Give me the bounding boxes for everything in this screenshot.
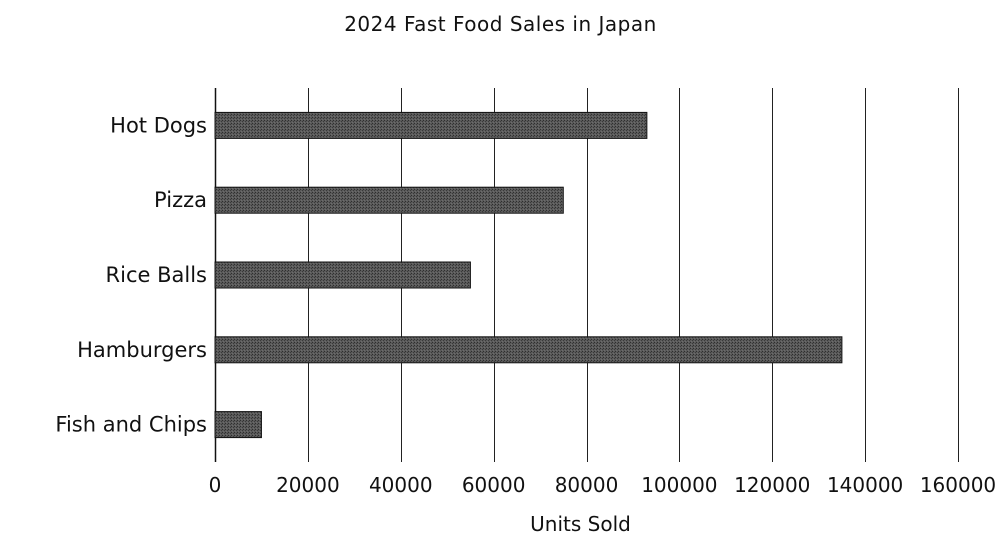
y-tick-label: Hot Dogs [110,113,207,137]
bar [214,336,843,364]
x-tick-label: 100000 [641,473,717,497]
x-tick-labels: 0 20000 40000 60000 80000 100000 120000 140000 1… [209,473,997,497]
x-tick-label: 40000 [369,473,433,497]
y-tick-label: Hamburgers [77,338,207,362]
bar [214,186,564,214]
y-tick-label: Rice Balls [106,263,207,287]
x-tick-label: 20000 [276,473,340,497]
x-tick-label: 80000 [555,473,619,497]
y-tick-label: Fish and Chips [55,413,207,437]
bar [214,111,648,139]
x-tick-label: 0 [209,473,222,497]
y-tick-label: Pizza [154,188,207,212]
chart-title: 2024 Fast Food Sales in Japan [344,12,657,36]
bars-layer [214,111,843,439]
bar [214,411,262,439]
x-tick-label: 60000 [462,473,526,497]
x-tick-label: 160000 [920,473,996,497]
x-tick-label: 140000 [827,473,903,497]
x-tick-label: 120000 [734,473,810,497]
x-axis-label: Units Sold [530,512,631,536]
bar [214,261,471,289]
y-tick-labels: Hot Dogs Pizza Rice Balls Hamburgers Fish an… [55,113,207,436]
